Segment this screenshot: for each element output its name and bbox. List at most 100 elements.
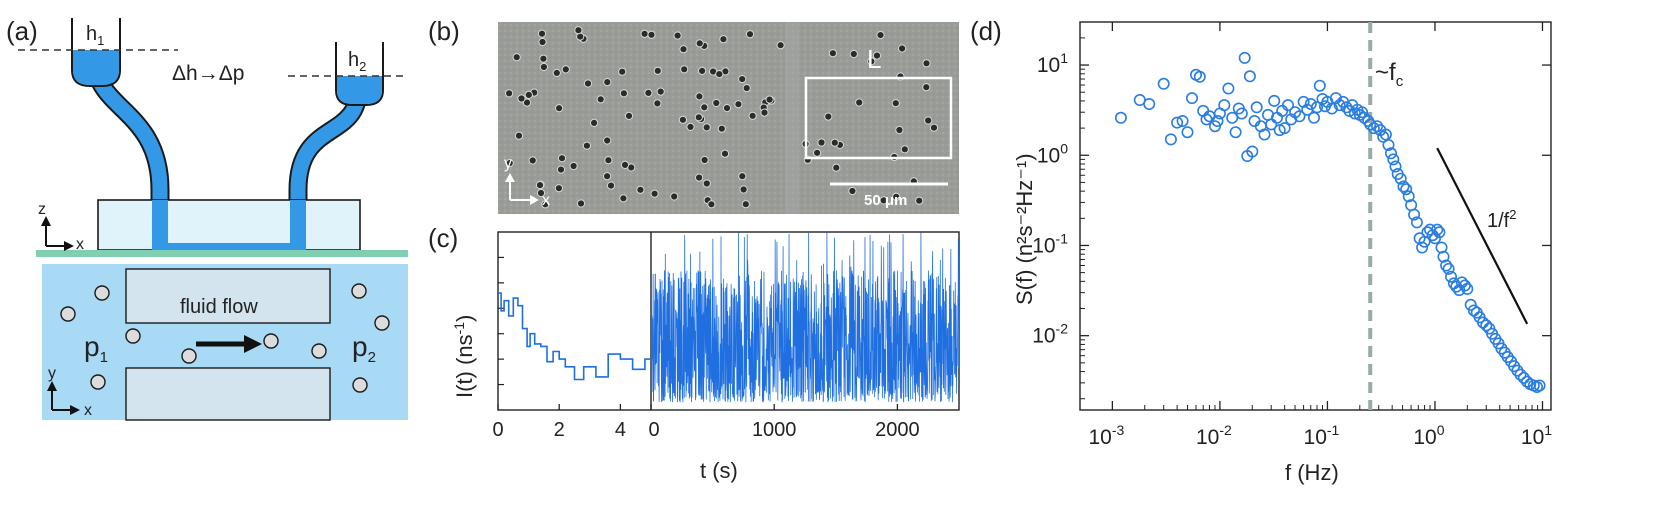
data-point [1385, 147, 1398, 160]
xlabel-c: t (s) [700, 458, 738, 483]
data-point [1186, 92, 1199, 105]
slope-label: 1/f2 [1487, 207, 1516, 232]
x-tick-label: 4 [615, 419, 626, 441]
data-point [1442, 262, 1455, 275]
particle [536, 188, 546, 198]
particle [619, 194, 628, 203]
channel-edge [785, 22, 799, 214]
roi-box [804, 76, 953, 160]
particle [738, 172, 747, 181]
panel-b: (b) L 50 μm y x [428, 16, 959, 214]
x-tick-label: 10-2 [1196, 422, 1232, 449]
axes-b: y x [504, 155, 550, 209]
particle [702, 179, 711, 188]
particle [539, 54, 548, 63]
axis-y-label-b: y [504, 155, 512, 172]
data-point [1440, 259, 1453, 272]
particle [569, 161, 578, 171]
label-h1: h1 [86, 23, 104, 48]
particle [776, 41, 785, 50]
particle [556, 165, 566, 174]
particle [734, 100, 743, 109]
particle [719, 35, 728, 44]
particle [700, 155, 709, 165]
particle [636, 185, 645, 194]
data-point [1311, 101, 1324, 114]
particle [745, 30, 755, 39]
data-point [1304, 98, 1317, 111]
axis-x-label-bottom: x [84, 402, 92, 419]
x-tick-label: 10-1 [1304, 422, 1340, 449]
particle [700, 103, 709, 112]
data-point [1340, 101, 1353, 114]
data-point [1533, 379, 1546, 392]
data-point [1308, 111, 1321, 124]
data-point [1480, 319, 1493, 332]
data-point [1278, 122, 1291, 135]
reservoir-2-fluid [337, 76, 382, 104]
roi-label: L [867, 44, 881, 74]
particle [760, 108, 769, 117]
data-point [1222, 82, 1235, 95]
particle [656, 87, 665, 96]
data-point [1211, 115, 1224, 128]
data-point [1464, 298, 1477, 311]
particle [748, 111, 757, 120]
particle [554, 184, 564, 193]
data-point [1521, 375, 1534, 388]
particle [583, 79, 593, 88]
particle [695, 92, 704, 101]
axis-x-label-b: x [542, 192, 550, 209]
data-point [1200, 113, 1213, 126]
particle [892, 192, 901, 201]
x-tick-label: 10-3 [1088, 422, 1124, 449]
particle [717, 124, 726, 133]
label-delta: Δh→Δp [172, 62, 244, 85]
data-point [1171, 116, 1184, 129]
data-point [1329, 92, 1342, 105]
particle [522, 98, 532, 107]
glass-chip [97, 199, 361, 251]
data-point [1238, 51, 1251, 64]
particle [848, 186, 857, 196]
panel-a: (a) h1 h2 Δh→Δp z x [6, 16, 408, 421]
data-point [1400, 183, 1413, 196]
data-point [1333, 99, 1346, 112]
particle [832, 163, 841, 172]
data-point [1410, 216, 1423, 229]
ylabel-d: S(f) (n²s⁻²Hz⁻¹) [1012, 153, 1037, 305]
data-point [1356, 106, 1369, 119]
data-point [1193, 70, 1206, 83]
particle [872, 51, 882, 60]
ticks-c: 0 2 4 0 1000 2000 [492, 256, 920, 441]
particle [867, 57, 876, 66]
data-point [1461, 282, 1474, 295]
particle [619, 89, 629, 98]
panel-label-d: (d) [970, 16, 1002, 46]
particle [742, 84, 751, 93]
data-point [1276, 104, 1289, 117]
flow-label: fluid flow [180, 296, 258, 318]
trace-left [498, 292, 650, 381]
particle [670, 192, 679, 201]
data-point [1397, 180, 1410, 193]
data-point [1477, 316, 1490, 329]
particle [541, 200, 550, 209]
particle [702, 123, 711, 132]
particle [505, 159, 514, 168]
particle [715, 70, 724, 79]
particle [517, 94, 526, 103]
data-point [1176, 115, 1189, 128]
y-tick-label: 100 [1037, 140, 1068, 167]
x-tick-label: 2000 [875, 419, 920, 441]
particle [817, 138, 826, 147]
channel-right [290, 200, 306, 250]
channel-bottom [152, 243, 306, 250]
particle [505, 89, 514, 98]
micrograph [498, 22, 959, 214]
particle [828, 49, 838, 58]
data-point [1218, 99, 1231, 112]
data-point [1382, 139, 1395, 152]
particle [606, 181, 616, 190]
particle [707, 200, 716, 209]
